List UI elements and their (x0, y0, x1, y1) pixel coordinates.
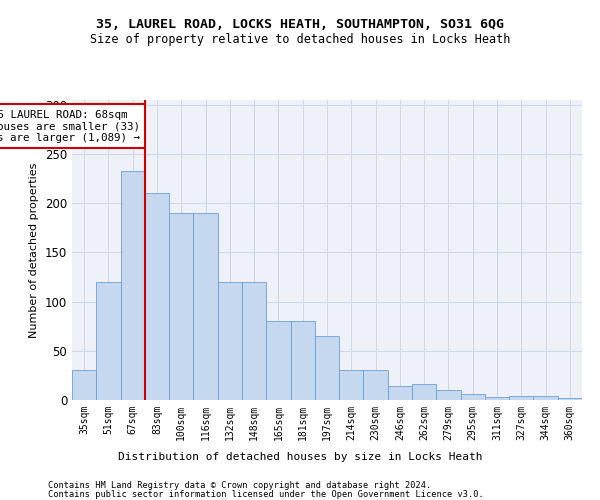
Bar (558, 398, 582, 400)
Bar (509, 396, 533, 400)
Bar (72, 370, 96, 400)
Bar (121, 171, 145, 400)
Bar (169, 213, 193, 400)
Bar (266, 322, 290, 400)
Bar (412, 384, 436, 400)
Bar (461, 394, 485, 400)
Text: Size of property relative to detached houses in Locks Heath: Size of property relative to detached ho… (90, 32, 510, 46)
Y-axis label: Number of detached properties: Number of detached properties (29, 162, 40, 338)
Bar (193, 213, 218, 400)
Text: Contains public sector information licensed under the Open Government Licence v3: Contains public sector information licen… (48, 490, 484, 499)
Bar (290, 322, 315, 400)
Bar (339, 370, 364, 400)
Bar (315, 336, 339, 400)
Bar (218, 282, 242, 400)
Bar (242, 282, 266, 400)
Bar (436, 390, 461, 400)
Text: Distribution of detached houses by size in Locks Heath: Distribution of detached houses by size … (118, 452, 482, 462)
Text: 35 LAUREL ROAD: 68sqm  
← 3% of detached houses are smaller (33)
97% of semi-det: 35 LAUREL ROAD: 68sqm ← 3% of detached h… (0, 110, 140, 143)
Bar (485, 397, 509, 400)
Bar (145, 194, 169, 400)
Bar (533, 396, 558, 400)
Bar (96, 282, 121, 400)
Bar (364, 370, 388, 400)
Bar (388, 386, 412, 400)
Text: 35, LAUREL ROAD, LOCKS HEATH, SOUTHAMPTON, SO31 6QG: 35, LAUREL ROAD, LOCKS HEATH, SOUTHAMPTO… (96, 18, 504, 30)
Text: Contains HM Land Registry data © Crown copyright and database right 2024.: Contains HM Land Registry data © Crown c… (48, 481, 431, 490)
